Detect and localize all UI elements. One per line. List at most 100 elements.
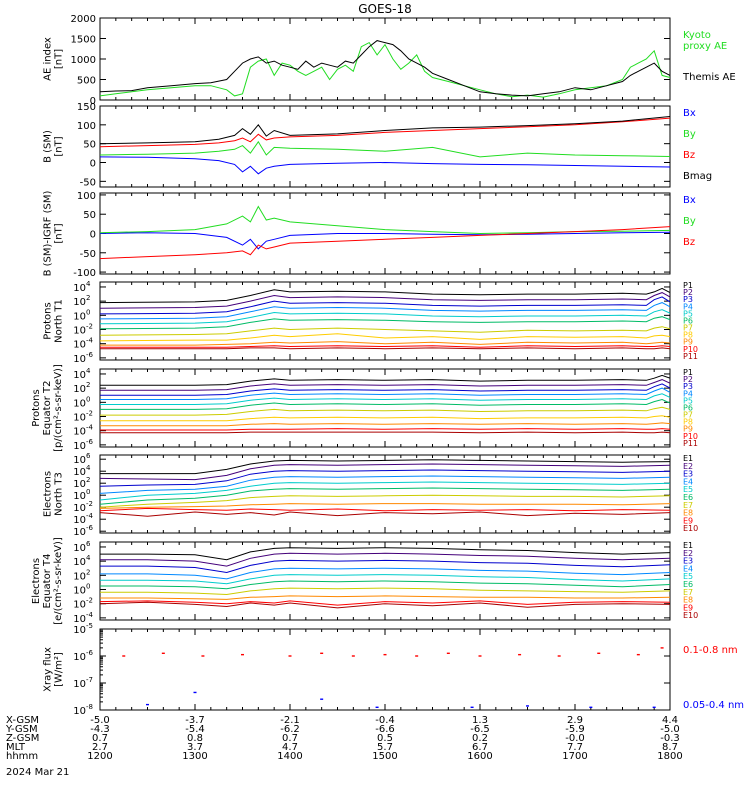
y-tick-exponent: -7 xyxy=(86,676,93,684)
y-axis-label: Electrons xyxy=(31,558,42,604)
y-tick-exponent: -2 xyxy=(86,500,93,508)
y-tick-exponent: -6 xyxy=(86,438,94,446)
series-line-Bmag xyxy=(100,116,670,145)
y-tick-label: 10 xyxy=(73,427,86,438)
legend-label-By: By xyxy=(683,129,696,140)
y-axis-label: [e/(cm²-s-sr-keV)] xyxy=(53,537,64,625)
series-line-P10 xyxy=(100,345,670,348)
footer-cell: -3.7 xyxy=(185,715,205,726)
series-line-E4 xyxy=(100,567,670,580)
series-line-P6 xyxy=(100,316,670,330)
series-line-E1 xyxy=(100,547,670,561)
y-tick-label: 10 xyxy=(73,557,86,568)
y-tick-exponent: -6 xyxy=(86,649,94,657)
legend-label-Bz: Bz xyxy=(683,237,695,248)
legend-label-Bz: Bz xyxy=(683,150,695,161)
legend-label-Themis AE: Themis AE xyxy=(682,72,736,83)
legend-label-E6: E6 xyxy=(683,580,693,589)
y-tick-exponent: -2 xyxy=(86,597,93,605)
y-tick-exponent: -4 xyxy=(86,512,94,520)
series-line-E7 xyxy=(100,494,670,508)
legend-label-P5: P5 xyxy=(683,309,693,318)
footer-row-label: Y-GSM xyxy=(5,724,38,735)
footer-row-label: MLT xyxy=(6,742,26,753)
footer-row-label: hhmm xyxy=(6,751,38,762)
series-line-P8 xyxy=(100,333,670,342)
series-line-By xyxy=(100,140,670,158)
series-line-P1 xyxy=(100,287,670,304)
y-tick-exponent: -6 xyxy=(86,351,94,359)
series-line-E8 xyxy=(100,503,670,509)
y-tick-exponent: 4 xyxy=(86,464,91,472)
y-axis-label: Electrons xyxy=(43,471,54,517)
legend-label-P8: P8 xyxy=(683,331,693,340)
legend-label-E6: E6 xyxy=(683,493,693,502)
legend-label-E3: E3 xyxy=(683,557,693,566)
footer-cell: 1700 xyxy=(562,751,587,762)
series-line-Bz xyxy=(100,117,670,148)
legend-label-E2: E2 xyxy=(683,462,693,471)
y-tick-label: -50 xyxy=(80,177,96,188)
y-tick-exponent: -2 xyxy=(86,323,93,331)
footer-cell: 0.5 xyxy=(377,733,393,744)
legend-label-P9: P9 xyxy=(683,338,693,347)
y-axis-label: Xray flux xyxy=(43,647,54,692)
y-tick-exponent: 6 xyxy=(86,452,91,460)
footer-cell: -5.0 xyxy=(660,724,680,735)
series-line-P6 xyxy=(100,398,670,410)
y-tick-exponent: 4 xyxy=(86,367,91,375)
footer-cell: -5.0 xyxy=(90,715,110,726)
legend-label-P1: P1 xyxy=(683,368,693,377)
legend-label-P2: P2 xyxy=(683,375,693,384)
y-tick-label: 500 xyxy=(77,76,96,87)
y-axis-label: [p/(cm²-s-sr-keV)] xyxy=(53,364,64,452)
footer-cell: 3.7 xyxy=(187,742,203,753)
series-line-P11 xyxy=(100,347,670,350)
y-axis-label: [nT] xyxy=(54,49,65,69)
y-tick-exponent: 0 xyxy=(86,583,90,591)
y-tick-label: 1000 xyxy=(71,55,96,66)
y-tick-label: 10 xyxy=(73,527,86,538)
y-tick-exponent: -8 xyxy=(86,703,93,711)
y-tick-label: 10 xyxy=(73,706,86,717)
y-axis-label: North T1 xyxy=(54,299,65,343)
y-tick-label: 50 xyxy=(83,210,96,221)
legend-label-P6: P6 xyxy=(683,403,693,412)
legend-label-E7: E7 xyxy=(683,501,693,510)
y-tick-exponent: 2 xyxy=(86,568,90,576)
legend-label-P10: P10 xyxy=(683,345,698,354)
footer-cell: 1600 xyxy=(467,751,492,762)
y-axis-label: [nT] xyxy=(54,223,65,243)
footer-cell: -0.3 xyxy=(660,733,680,744)
y-tick-label: 10 xyxy=(73,467,86,478)
y-tick-exponent: -4 xyxy=(86,424,94,432)
y-axis-label: Protons xyxy=(43,302,54,339)
y-tick-label: 2000 xyxy=(71,14,96,25)
footer-cell: -6.5 xyxy=(470,724,490,735)
panel-bigrf: -100 -50 0 50 100 B (SM)-IGRF (SM) [nT] Bx By Bz xyxy=(43,191,696,280)
series-line-E1 xyxy=(100,459,670,475)
series-line-E2 xyxy=(100,463,670,481)
footer-cell: 0.2 xyxy=(472,733,488,744)
legend-label-E8: E8 xyxy=(683,596,693,605)
y-tick-exponent: -5 xyxy=(86,622,93,630)
legend-label-0.05-0.4 nm: 0.05-0.4 nm xyxy=(683,700,744,711)
series-line-P10 xyxy=(100,428,670,431)
footer-cell: 1200 xyxy=(87,751,112,762)
panel-frame xyxy=(99,17,671,101)
y-tick-label: 10 xyxy=(73,625,86,636)
legend-label-P2: P2 xyxy=(683,288,693,297)
y-tick-exponent: 2 xyxy=(86,294,90,302)
legend-label-Bx: Bx xyxy=(683,195,696,206)
legend-label-E4: E4 xyxy=(683,564,693,573)
y-tick-label: 10 xyxy=(73,441,86,452)
y-tick-label: 10 xyxy=(73,413,86,424)
series-line-P9 xyxy=(100,341,670,346)
y-tick-label: 10 xyxy=(73,586,86,597)
legend-label-E3: E3 xyxy=(683,470,693,479)
series-line-E6 xyxy=(100,580,670,590)
panel-frame xyxy=(99,628,671,711)
